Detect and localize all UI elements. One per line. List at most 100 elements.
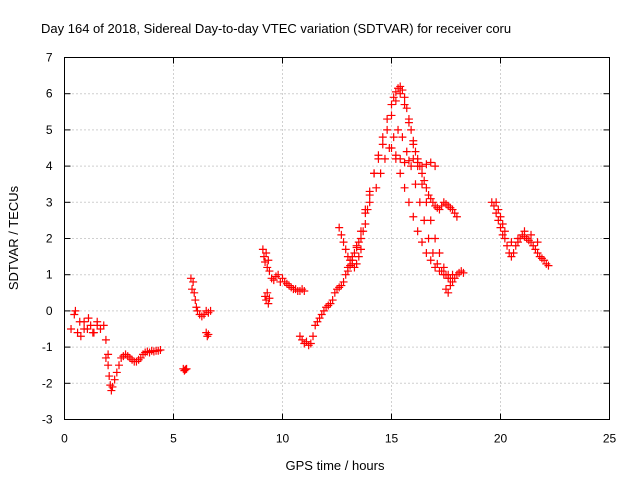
data-point: [337, 230, 346, 239]
y-tick-label: -1: [42, 340, 53, 354]
data-point: [262, 248, 271, 257]
data-point: [107, 386, 116, 395]
data-point: [533, 238, 542, 247]
data-point: [125, 353, 134, 362]
data-point: [348, 252, 357, 261]
data-point: [411, 147, 420, 156]
data-point: [356, 227, 365, 236]
data-point: [439, 263, 448, 272]
data-point: [442, 200, 450, 209]
data-point: [343, 263, 352, 272]
y-tick-label: 3: [46, 195, 53, 209]
data-point: [261, 258, 270, 267]
data-point: [507, 238, 516, 247]
data-point: [93, 321, 102, 330]
data-point: [319, 306, 328, 315]
data-point: [330, 288, 339, 297]
y-tick-label: 4: [46, 159, 53, 173]
data-point: [396, 82, 405, 91]
data-point: [450, 274, 459, 283]
data-point: [531, 245, 540, 254]
chart-title: Day 164 of 2018, Sidereal Day-to-day VTE…: [41, 21, 511, 36]
data-point: [354, 238, 363, 247]
y-tick-label: 6: [46, 87, 53, 101]
data-point: [422, 248, 431, 257]
data-point: [278, 274, 287, 283]
data-point: [328, 296, 337, 305]
data-point: [259, 252, 268, 261]
data-point: [181, 365, 190, 374]
data-point: [452, 212, 461, 221]
data-point: [409, 140, 418, 149]
data-point: [435, 267, 444, 276]
data-point: [452, 270, 461, 279]
data-point: [378, 140, 387, 149]
data-point: [509, 248, 518, 257]
data-point: [492, 209, 501, 218]
data-point: [511, 241, 520, 250]
data-point: [439, 198, 448, 207]
data-point: [105, 372, 114, 381]
data-point: [413, 158, 422, 167]
data-point: [197, 312, 206, 321]
data-point: [104, 350, 113, 359]
x-tick-label: 25: [603, 432, 617, 446]
data-point: [298, 285, 307, 294]
data-point: [101, 353, 110, 362]
data-point: [112, 368, 121, 377]
x-tick-label: 5: [170, 432, 177, 446]
data-point: [84, 314, 93, 323]
data-point: [365, 187, 374, 196]
data-point: [365, 198, 374, 207]
data-point: [324, 301, 333, 310]
y-tick-label: -3: [42, 413, 53, 427]
data-point: [396, 169, 405, 178]
data-point: [394, 125, 403, 134]
data-point: [524, 236, 533, 245]
data-point: [117, 353, 126, 362]
data-point: [398, 86, 407, 95]
x-tick-label: 0: [61, 432, 68, 446]
data-point: [513, 234, 522, 243]
data-point: [202, 328, 211, 337]
data-point: [376, 169, 385, 178]
data-point: [361, 220, 370, 229]
data-point: [404, 198, 413, 207]
data-point: [346, 256, 355, 265]
data-point: [402, 104, 411, 113]
data-point: [391, 87, 400, 96]
data-point: [398, 133, 407, 142]
data-point: [136, 353, 145, 362]
data-point: [422, 160, 431, 169]
y-tick-label: 5: [46, 123, 53, 137]
data-point: [341, 245, 350, 254]
data-point: [426, 194, 435, 203]
data-point: [121, 350, 130, 359]
data-point: [444, 288, 453, 297]
data-point: [389, 133, 398, 142]
data-point: [282, 279, 291, 288]
data-point: [341, 270, 350, 279]
data-point: [80, 325, 89, 333]
data-point: [70, 310, 79, 319]
data-point: [132, 357, 141, 366]
data-point: [400, 93, 409, 102]
data-point: [203, 332, 212, 341]
data-point: [188, 285, 197, 294]
data-point: [448, 277, 457, 286]
data-point: [387, 100, 396, 109]
data-point: [352, 259, 361, 268]
data-point: [413, 227, 422, 236]
data-point: [180, 366, 189, 375]
data-point: [378, 133, 387, 142]
data-point: [498, 230, 507, 239]
data-point: [88, 328, 97, 337]
data-point: [154, 346, 163, 355]
data-point: [431, 162, 440, 171]
data-point: [389, 93, 398, 102]
data-point: [304, 341, 313, 350]
data-point: [391, 151, 400, 160]
data-point: [274, 270, 283, 279]
data-point: [309, 332, 318, 341]
data-point: [426, 256, 435, 265]
